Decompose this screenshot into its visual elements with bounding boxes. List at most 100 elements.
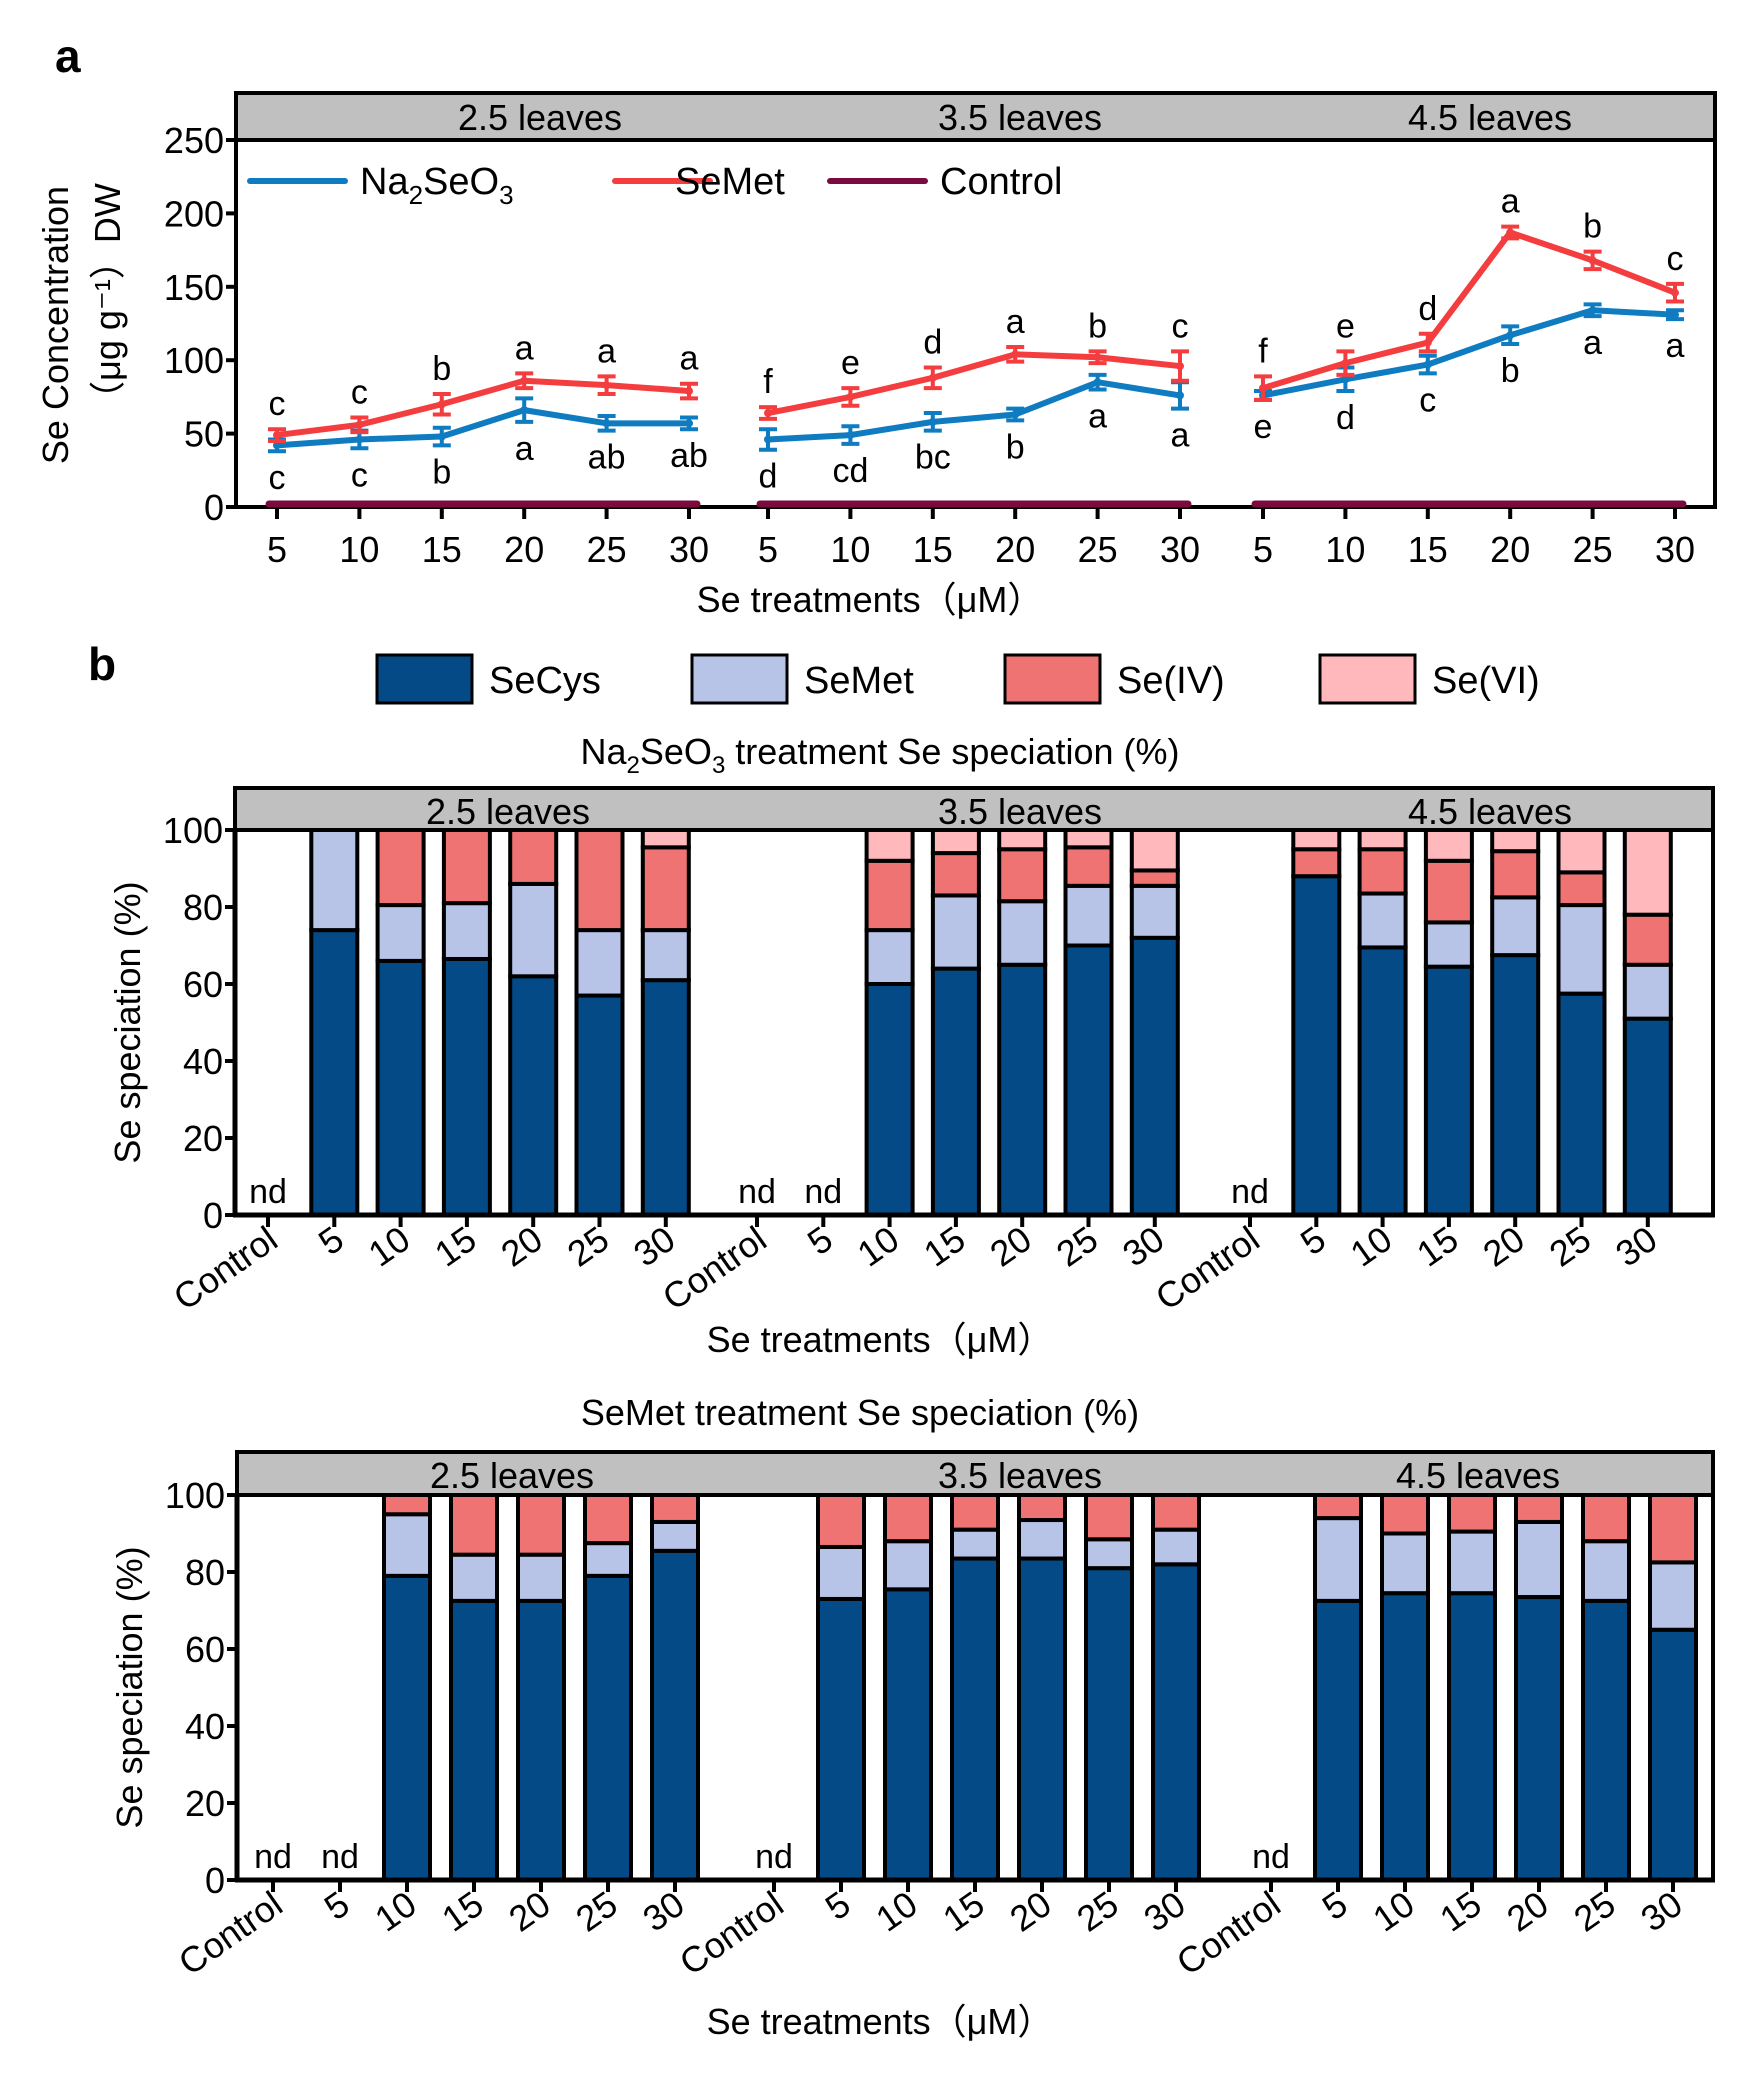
legend-swatch-sevi	[1318, 653, 1417, 705]
significance-letter: c	[1667, 240, 1684, 278]
x-tick-label: 5	[800, 1218, 840, 1263]
bar-segment-seiv	[864, 858, 915, 933]
y-axis-title-line2: （μg g⁻¹）DW	[87, 183, 128, 417]
data-point	[846, 431, 855, 440]
bar-segment-secys	[375, 958, 426, 1218]
facet-label: 3.5 leaves	[938, 97, 1102, 138]
legend-swatch-semet	[690, 653, 789, 705]
data-point	[437, 400, 446, 409]
significance-letter: b	[1088, 307, 1107, 345]
bar-segment-semet	[1423, 920, 1474, 969]
series-line-na2seo3	[1262, 307, 1676, 399]
bar-segment-semet	[1084, 1537, 1134, 1571]
bar-segment-seiv	[997, 847, 1048, 904]
data-point	[685, 387, 693, 396]
bar-segment-semet	[864, 928, 915, 986]
significance-letter: a	[1583, 324, 1602, 362]
x-tick-label: Control	[655, 1218, 774, 1318]
facet-label: 4.5 leaves	[1396, 1455, 1560, 1496]
x-tick-label: 15	[913, 529, 953, 570]
significance-letter: d	[923, 324, 942, 362]
significance-letter: c	[269, 385, 286, 423]
bar-segment-secys	[1514, 1595, 1564, 1883]
bar-segment-seiv	[1063, 845, 1114, 888]
legend-swatch-seiv	[1003, 653, 1102, 705]
bar-segment-semet	[1313, 1516, 1363, 1603]
significance-letter: a	[515, 430, 534, 468]
x-tick-label: 20	[1002, 1883, 1058, 1940]
significance-letter: d	[1336, 399, 1355, 437]
bar-segment-semet	[1151, 1527, 1201, 1567]
x-tick-label: 5	[1315, 1883, 1355, 1928]
x-tick-label: 5	[758, 529, 778, 570]
bar-segment-secys	[1648, 1627, 1698, 1882]
nd-label: nd	[755, 1838, 793, 1876]
data-point	[1259, 384, 1267, 393]
x-tick-label: 20	[982, 1218, 1038, 1275]
bar-segment-secys	[1423, 964, 1474, 1217]
text-part: Na	[581, 731, 628, 772]
data-point	[846, 392, 855, 401]
data-point	[1588, 306, 1597, 315]
data-point	[1423, 360, 1432, 369]
bar-segment-semet	[1622, 962, 1673, 1021]
data-point	[273, 431, 281, 440]
bar-segment-semet	[309, 828, 360, 933]
significance-letter: e	[841, 344, 860, 382]
y-tick-label: 200	[164, 193, 224, 234]
x-tick-label: 15	[1409, 1218, 1465, 1275]
chart-b-semet-speciation: SeMet treatment Se speciation (%) 2.5 lea…	[109, 1392, 1715, 2042]
bar-segment-semet	[1490, 895, 1541, 958]
bar-segment-seiv	[1151, 1493, 1201, 1532]
significance-letter: c	[1419, 381, 1436, 419]
y-tick-label: 60	[183, 964, 223, 1005]
x-tick-label: Control	[171, 1883, 290, 1983]
bar-segment-semet	[1447, 1529, 1497, 1596]
bar-segment-secys	[1622, 1016, 1673, 1218]
nd-label: nd	[738, 1173, 776, 1211]
bar-segment-seiv	[1514, 1493, 1564, 1524]
bar-segment-secys	[1084, 1566, 1134, 1883]
bar-segment-secys	[650, 1548, 700, 1882]
bar-segment-secys	[382, 1573, 432, 1882]
bar-segment-semet	[508, 881, 559, 979]
legend-swatch-secys	[375, 653, 474, 705]
significance-letter: c	[351, 456, 368, 494]
x-tick-label: Control	[1169, 1883, 1288, 1983]
bar-segment-sevi	[1129, 828, 1180, 873]
bar-segment-sevi	[1622, 828, 1673, 917]
bar-segment-seiv	[1357, 847, 1408, 896]
bar-segment-secys	[1447, 1591, 1497, 1883]
x-tick-label: 20	[995, 529, 1035, 570]
bar-segment-secys	[449, 1598, 499, 1882]
bar-segment-seiv	[1490, 849, 1541, 900]
data-point	[1506, 331, 1515, 340]
bar-segment-seiv	[640, 845, 691, 933]
x-tick-label: 10	[361, 1218, 417, 1275]
series-line-semet	[276, 377, 690, 439]
x-tick-label: 10	[1365, 1883, 1421, 1940]
y-axis-title: Se speciation (%)	[107, 881, 148, 1163]
bar-segment-seiv	[650, 1493, 700, 1524]
bar-segment-semet	[997, 899, 1048, 967]
x-tick-label: 10	[1325, 529, 1365, 570]
bar-segment-sevi	[997, 828, 1048, 852]
bar-segment-seiv	[574, 828, 625, 933]
significance-letter: d	[1418, 290, 1437, 328]
chart-title: Na2SeO3 treatment Se speciation (%)	[581, 731, 1180, 779]
significance-letter: bc	[915, 439, 951, 477]
x-tick-label: 15	[1408, 529, 1448, 570]
x-tick-label: 10	[868, 1883, 924, 1940]
bar-segment-secys	[1151, 1562, 1201, 1883]
bar-segment-secys	[441, 956, 492, 1217]
significance-letter: e	[1336, 307, 1355, 345]
x-tick-label: 30	[1608, 1218, 1664, 1275]
subscript: 2	[627, 752, 640, 779]
nd-label: nd	[1231, 1173, 1269, 1211]
bar-segment-seiv	[583, 1493, 633, 1546]
x-tick-label: 30	[626, 1218, 682, 1275]
significance-letter: b	[1006, 428, 1025, 466]
x-tick-label: 30	[635, 1883, 691, 1940]
legend-label-control: Control	[940, 161, 1063, 203]
x-tick-label: 25	[1069, 1883, 1125, 1940]
